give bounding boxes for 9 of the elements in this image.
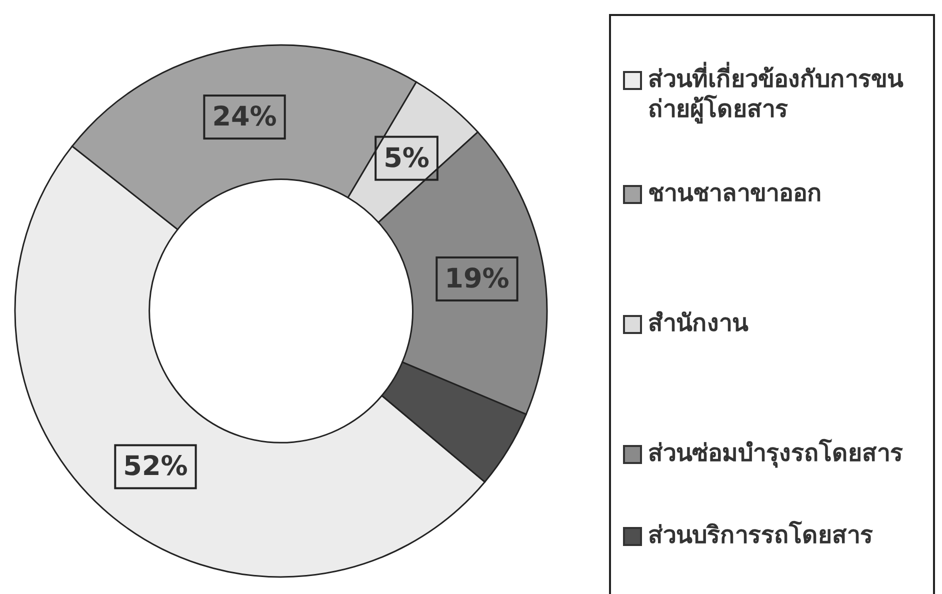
legend-label: สำนักงาน: [648, 308, 748, 338]
data-label: 52%: [123, 451, 188, 482]
data-label: 5%: [384, 142, 430, 174]
data-label: 24%: [212, 102, 277, 133]
legend-label: ส่วนบริการรถโดยสาร: [648, 520, 873, 550]
data-label: 19%: [444, 263, 510, 294]
legend-label: ส่วนที่เกี่ยวข้องกับการขนถ่ายผู้โดยสาร: [648, 64, 904, 124]
legend-label: ส่วนซ่อมบำรุงรถโดยสาร: [648, 438, 903, 468]
legend-label: ชานชาลาขาออก: [648, 178, 822, 208]
